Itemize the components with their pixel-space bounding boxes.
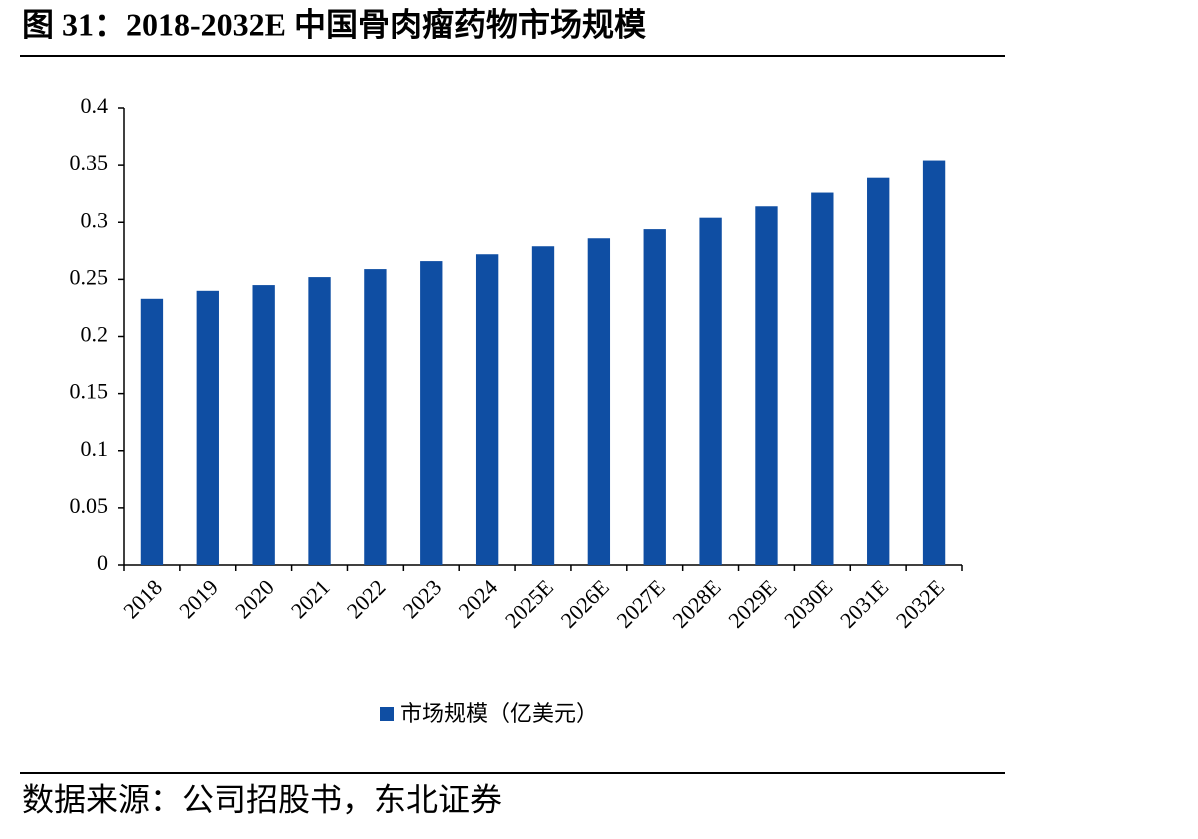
x-tick-label: 2020 (230, 574, 279, 623)
bar (643, 229, 666, 566)
legend-swatch (380, 707, 394, 721)
y-tick-label: 0.25 (70, 264, 109, 289)
y-tick-label: 0.4 (81, 93, 109, 118)
y-tick-label: 0.05 (70, 493, 109, 518)
bar (587, 238, 611, 565)
x-tick-label: 2031E (835, 574, 893, 632)
bar (811, 192, 834, 566)
bar (420, 261, 443, 565)
y-tick-label: 0 (97, 550, 108, 575)
x-tick-label: 2027E (612, 574, 670, 632)
x-tick-label: 2025E (500, 574, 558, 632)
x-tick-label: 2026E (556, 574, 614, 632)
x-tick-label: 2023 (398, 574, 447, 623)
bar (755, 206, 778, 565)
y-tick-label: 0.2 (81, 322, 109, 347)
x-tick-label: 2032E (891, 574, 949, 632)
bar (922, 160, 946, 565)
x-tick-label: 2021 (286, 574, 335, 623)
bar (308, 277, 331, 565)
bar (531, 246, 555, 565)
chart-title: 图 31：2018-2032E 中国骨肉瘤药物市场规模 (22, 6, 646, 42)
bar (140, 298, 164, 565)
bar (475, 254, 499, 566)
y-tick-label: 0.1 (81, 436, 109, 461)
bar (867, 177, 890, 565)
x-tick-label: 2030E (779, 574, 837, 632)
x-tick-label: 2024 (453, 574, 502, 623)
bar (364, 269, 387, 565)
y-tick-label: 0.35 (70, 150, 109, 175)
y-tick-label: 0.3 (81, 207, 109, 232)
bar (196, 290, 219, 565)
y-tick-label: 0.15 (70, 379, 109, 404)
source-note: 数据来源：公司招股书，东北证券 (22, 781, 502, 817)
x-tick-label: 2029E (723, 574, 781, 632)
x-tick-label: 2019 (174, 574, 223, 623)
x-tick-label: 2022 (342, 574, 391, 623)
legend-label: 市场规模（亿美元） (400, 702, 598, 727)
x-tick-label: 2018 (118, 574, 167, 623)
x-tick-label: 2028E (667, 574, 725, 632)
bar (699, 217, 722, 565)
bar (252, 285, 275, 565)
